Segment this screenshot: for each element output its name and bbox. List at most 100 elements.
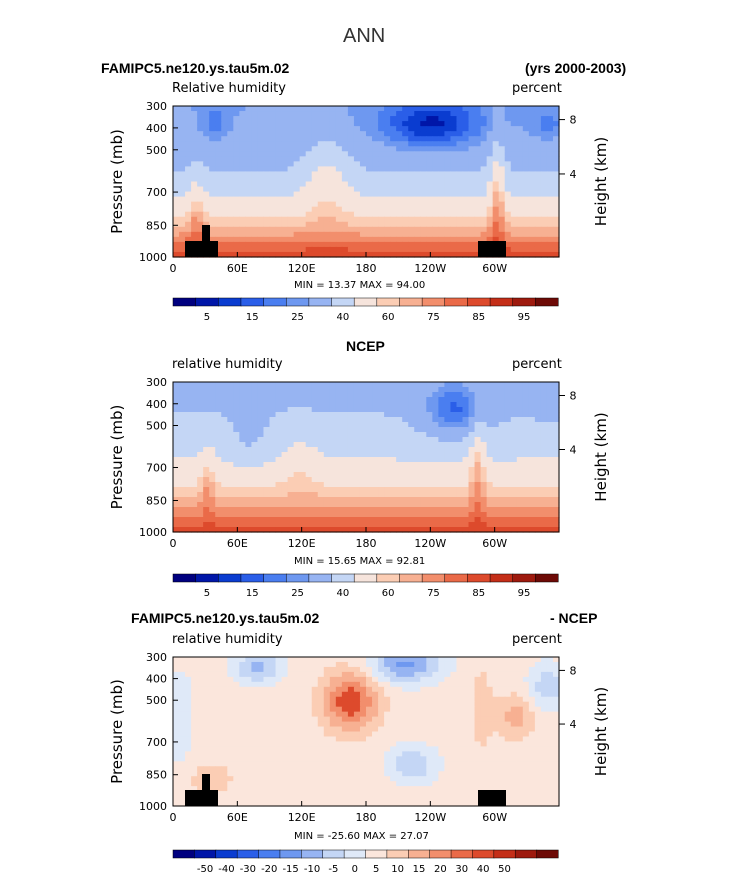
contour-cell	[432, 382, 439, 388]
contour-cell	[215, 691, 222, 698]
contour-cell	[534, 726, 542, 733]
contour-cell	[522, 211, 530, 218]
contour-cell	[239, 482, 246, 488]
contour-cell	[203, 432, 210, 438]
contour-cell	[384, 711, 391, 718]
contour-cell	[414, 121, 421, 127]
contour-cell	[438, 236, 446, 243]
contour-cell	[426, 241, 433, 248]
contour-cell	[378, 686, 385, 693]
contour-cell	[305, 126, 313, 132]
contour-cell	[257, 382, 265, 388]
contour-cell	[341, 726, 349, 733]
contour-cell	[323, 671, 331, 678]
contour-cell	[516, 191, 524, 198]
contour-cell	[179, 681, 186, 688]
contour-cell	[366, 482, 373, 488]
contour-cell	[432, 726, 439, 733]
contour-cell	[390, 246, 397, 253]
contour-cell	[221, 417, 228, 423]
contour-cell	[257, 701, 265, 708]
contour-cell	[269, 141, 277, 147]
contour-cell	[317, 706, 325, 713]
contour-cell	[245, 457, 253, 463]
contour-cell	[426, 221, 433, 228]
contour-cell	[390, 161, 397, 167]
contour-cell	[510, 146, 518, 152]
contour-cell	[317, 696, 325, 703]
contour-cell	[311, 161, 319, 167]
contour-cell	[468, 462, 476, 468]
contour-cell	[269, 467, 277, 473]
contour-cell	[203, 472, 210, 478]
contour-cell	[215, 457, 222, 463]
contour-cell	[245, 502, 253, 508]
colorbar-swatch	[240, 297, 265, 307]
contour-cell	[341, 196, 349, 203]
contour-cell	[323, 447, 331, 453]
contour-cell	[390, 701, 397, 708]
contour-cell	[504, 121, 512, 127]
contour-cell	[408, 146, 415, 152]
contour-cell	[462, 666, 470, 673]
contour-cell	[492, 462, 500, 468]
contour-cell	[185, 666, 192, 673]
colorbar-swatch	[195, 573, 219, 583]
contour-cell	[378, 447, 385, 453]
contour-cell	[432, 136, 439, 142]
contour-cell	[347, 427, 355, 433]
contour-cell	[347, 246, 355, 253]
contour-cell	[528, 417, 536, 423]
contour-cell	[552, 121, 560, 127]
contour-cell	[378, 422, 385, 428]
contour-cell	[420, 121, 427, 127]
contour-cell	[275, 507, 283, 513]
contour-cell	[552, 171, 560, 178]
contour-cell	[233, 166, 240, 173]
contour-cell	[366, 251, 373, 258]
contour-cell	[269, 507, 277, 513]
contour-cell	[221, 121, 228, 127]
contour-cell	[534, 151, 542, 157]
contour-cell	[227, 171, 234, 178]
contour-cell	[323, 171, 331, 178]
contour-cell	[179, 492, 186, 498]
contour-cell	[480, 497, 488, 503]
contour-cell	[534, 711, 542, 718]
contour-cell	[305, 206, 313, 213]
contour-cell	[390, 671, 397, 678]
contour-cell	[366, 671, 373, 678]
contour-cell	[179, 206, 186, 213]
contour-cell	[215, 517, 222, 523]
contour-cell	[227, 721, 234, 728]
contour-cell	[492, 522, 500, 528]
contour-cell	[191, 427, 198, 433]
contour-cell	[492, 397, 500, 403]
contour-cell	[335, 221, 343, 228]
contour-cell	[492, 432, 500, 438]
contour-cell	[191, 131, 198, 137]
contour-cell	[311, 116, 319, 122]
contour-cell	[486, 201, 494, 208]
contour-cell	[504, 701, 512, 708]
x-tick-label: 0	[170, 262, 177, 275]
contour-cell	[257, 181, 265, 188]
contour-cell	[546, 657, 554, 663]
y-tick-label: 850	[146, 219, 167, 232]
contour-cell	[275, 141, 283, 147]
contour-cell	[293, 527, 301, 533]
contour-cell	[498, 432, 506, 438]
contour-cell	[197, 422, 204, 428]
contour-cell	[263, 706, 271, 713]
contour-cell	[486, 186, 494, 193]
contour-cell	[516, 671, 524, 678]
contour-cell	[456, 522, 464, 528]
contour-cell	[384, 402, 391, 408]
contour-cell	[179, 452, 186, 458]
contour-cell	[251, 671, 259, 678]
contour-cell	[474, 196, 482, 203]
contour-cell	[546, 236, 554, 243]
contour-cell	[227, 711, 234, 718]
contour-cell	[480, 512, 488, 518]
contour-cell	[510, 502, 518, 508]
